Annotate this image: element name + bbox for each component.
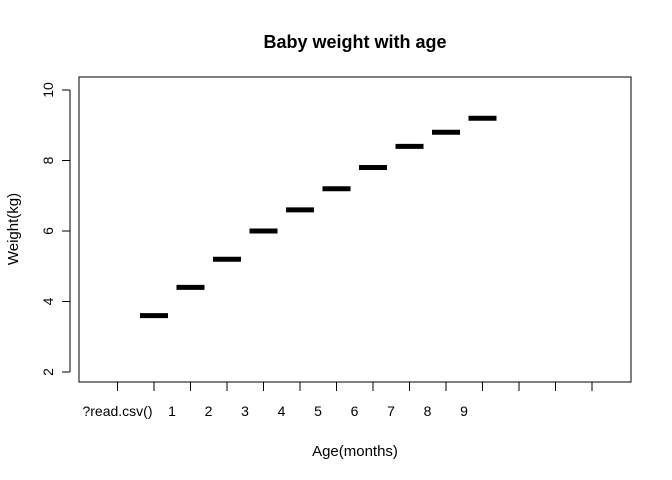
x-tick-label: 5 [314, 403, 322, 419]
plot-area [78, 76, 632, 383]
y-tick-label: 10 [40, 82, 56, 98]
y-axis: 2 4 6 8 10 [40, 82, 71, 376]
y-tick-label: 4 [40, 297, 56, 305]
y-tick-label: 6 [40, 227, 56, 235]
data-marks [140, 115, 497, 319]
x-tick-label: 2 [205, 403, 213, 419]
y-axis-label: Weight(kg) [5, 193, 22, 265]
x-axis-label: Age(months) [312, 443, 398, 460]
x-axis: ?read.csv() 1 2 3 4 5 6 7 8 9 [82, 381, 593, 419]
x-tick-label: 4 [278, 403, 286, 419]
y-tick-label: 2 [40, 368, 56, 376]
x-tick-label: 9 [460, 403, 468, 419]
x-tick-label: ?read.csv() [82, 403, 152, 419]
x-tick-label: 7 [387, 403, 395, 419]
x-tick-label: 8 [424, 403, 432, 419]
x-tick-label: 1 [168, 403, 176, 419]
chart-title: Baby weight with age [263, 32, 446, 52]
y-tick-label: 8 [40, 156, 56, 164]
x-tick-label: 3 [241, 403, 249, 419]
x-tick-label: 6 [351, 403, 359, 419]
